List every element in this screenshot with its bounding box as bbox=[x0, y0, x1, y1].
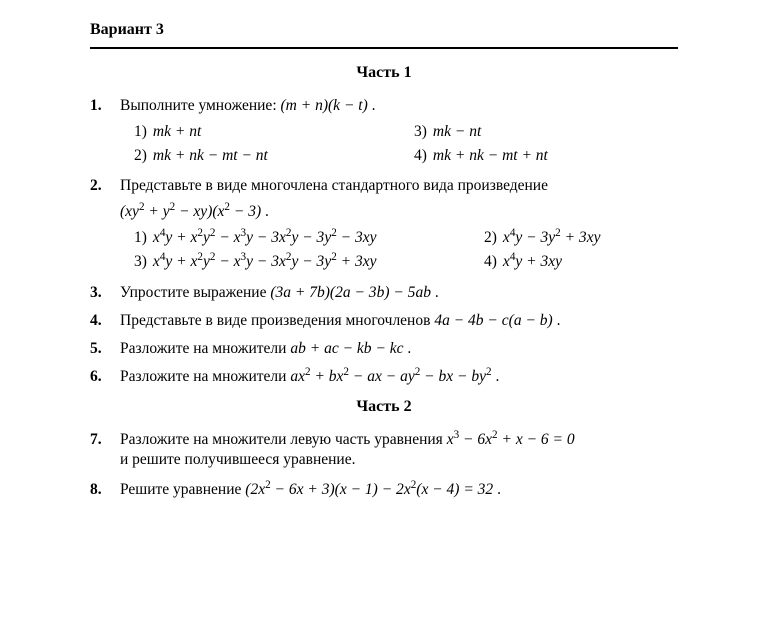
problem-3: 3. Упростите выражение (3a + 7b)(2a − 3b… bbox=[90, 283, 678, 303]
problem-5: 5. Разложите на множители ab + ac − kb −… bbox=[90, 339, 678, 359]
problem-body: Решите уравнение (2x2 − 6x + 3)(x − 1) −… bbox=[120, 480, 678, 500]
option-3: 3) mk − nt bbox=[414, 122, 694, 142]
part1-title: Часть 1 bbox=[90, 63, 678, 84]
option-text: x4y + x2y2 − x3y − 3x2y − 3y2 − 3xy bbox=[153, 228, 377, 248]
option-text: mk + nk − mt + nt bbox=[433, 146, 548, 166]
problem-2: 2. Представьте в виде многочлена стандар… bbox=[90, 176, 678, 273]
problem-body: Выполните умножение: (m + n)(k − t) . 1)… bbox=[120, 96, 694, 166]
option-2: 2) x4y − 3y2 + 3xy bbox=[484, 228, 684, 248]
options-row: 3) x4y + x2y2 − x3y − 3x2y − 3y2 + 3xy 4… bbox=[134, 252, 684, 272]
option-num: 2) bbox=[484, 228, 497, 248]
problem-number: 6. bbox=[90, 367, 120, 387]
option-text: x4y − 3y2 + 3xy bbox=[503, 228, 601, 248]
text: Разложите на множители bbox=[120, 340, 290, 357]
problem-1: 1. Выполните умножение: (m + n)(k − t) .… bbox=[90, 96, 678, 166]
problem-number: 5. bbox=[90, 339, 120, 359]
option-4: 4) mk + nk − mt + nt bbox=[414, 146, 694, 166]
option-4: 4) x4y + 3xy bbox=[484, 252, 684, 272]
option-3: 3) x4y + x2y2 − x3y − 3x2y − 3y2 + 3xy bbox=[134, 252, 484, 272]
option-2: 2) mk + nk − mt − nt bbox=[134, 146, 414, 166]
text-line: и решите получившееся уравнение. bbox=[120, 450, 678, 470]
option-text: x4y + 3xy bbox=[503, 252, 562, 272]
problem-number: 8. bbox=[90, 480, 120, 500]
math-expr: 4a − 4b − c(a − b) bbox=[434, 312, 552, 329]
variant-title: Вариант 3 bbox=[90, 20, 678, 49]
option-1: 1) x4y + x2y2 − x3y − 3x2y − 3y2 − 3xy bbox=[134, 228, 484, 248]
option-num: 3) bbox=[414, 122, 427, 142]
option-text: x4y + x2y2 − x3y − 3x2y − 3y2 + 3xy bbox=[153, 252, 377, 272]
text: Решите уравнение bbox=[120, 481, 245, 498]
math-expr: (3a + 7b)(2a − 3b) − 5ab bbox=[270, 284, 431, 301]
text: Представьте в виде произведения многочле… bbox=[120, 312, 434, 329]
option-num: 1) bbox=[134, 228, 147, 248]
problem-body: Упростите выражение (3a + 7b)(2a − 3b) −… bbox=[120, 283, 678, 303]
option-num: 2) bbox=[134, 146, 147, 166]
problem-number: 3. bbox=[90, 283, 120, 303]
problem-body: Разложите на множители ab + ac − kb − kc… bbox=[120, 339, 678, 359]
text: Разложите на множители bbox=[120, 368, 290, 385]
problem-body: Разложите на множители левую часть уравн… bbox=[120, 430, 678, 470]
options-row: 1) mk + nt 3) mk − nt bbox=[134, 122, 694, 142]
text-line: Разложите на множители левую часть уравн… bbox=[120, 430, 678, 450]
problem-number: 2. bbox=[90, 176, 120, 273]
option-num: 4) bbox=[484, 252, 497, 272]
problem-8: 8. Решите уравнение (2x2 − 6x + 3)(x − 1… bbox=[90, 480, 678, 500]
problem-text: Выполните умножение: (m + n)(k − t) . bbox=[120, 96, 694, 116]
option-text: mk − nt bbox=[433, 122, 481, 142]
option-text: mk + nt bbox=[153, 122, 201, 142]
problem-text: Представьте в виде многочлена стандартно… bbox=[120, 176, 684, 196]
options-row: 2) mk + nk − mt − nt 4) mk + nk − mt + n… bbox=[134, 146, 694, 166]
part2-title: Часть 2 bbox=[90, 397, 678, 418]
problem-body: Представьте в виде многочлена стандартно… bbox=[120, 176, 684, 273]
options-row: 1) x4y + x2y2 − x3y − 3x2y − 3y2 − 3xy 2… bbox=[134, 228, 684, 248]
math-expr: (2x2 − 6x + 3)(x − 1) − 2x2(x − 4) = 32 bbox=[245, 481, 493, 498]
problem-number: 1. bbox=[90, 96, 120, 166]
math-expr: ab + ac − kb − kc bbox=[290, 340, 403, 357]
math-expr: x3 − 6x2 + x − 6 = 0 bbox=[447, 431, 575, 448]
problem-number: 7. bbox=[90, 430, 120, 470]
problem-6: 6. Разложите на множители ax2 + bx2 − ax… bbox=[90, 367, 678, 387]
problem-4: 4. Представьте в виде произведения много… bbox=[90, 311, 678, 331]
text: Разложите на множители левую часть уравн… bbox=[120, 431, 447, 448]
option-num: 1) bbox=[134, 122, 147, 142]
problem-body: Представьте в виде произведения многочле… bbox=[120, 311, 678, 331]
math-expr: (m + n)(k − t) bbox=[281, 97, 368, 114]
text: Упростите выражение bbox=[120, 284, 270, 301]
option-1: 1) mk + nt bbox=[134, 122, 414, 142]
math-expr: ax2 + bx2 − ax − ay2 − bx − by2 bbox=[290, 368, 491, 385]
option-text: mk + nk − mt − nt bbox=[153, 146, 268, 166]
option-num: 4) bbox=[414, 146, 427, 166]
problem-7: 7. Разложите на множители левую часть ур… bbox=[90, 430, 678, 470]
problem-number: 4. bbox=[90, 311, 120, 331]
text: Выполните умножение: bbox=[120, 97, 281, 114]
problem-body: Разложите на множители ax2 + bx2 − ax − … bbox=[120, 367, 678, 387]
option-num: 3) bbox=[134, 252, 147, 272]
math-expr: (xy2 + y2 − xy)(x2 − 3) . bbox=[120, 202, 684, 222]
